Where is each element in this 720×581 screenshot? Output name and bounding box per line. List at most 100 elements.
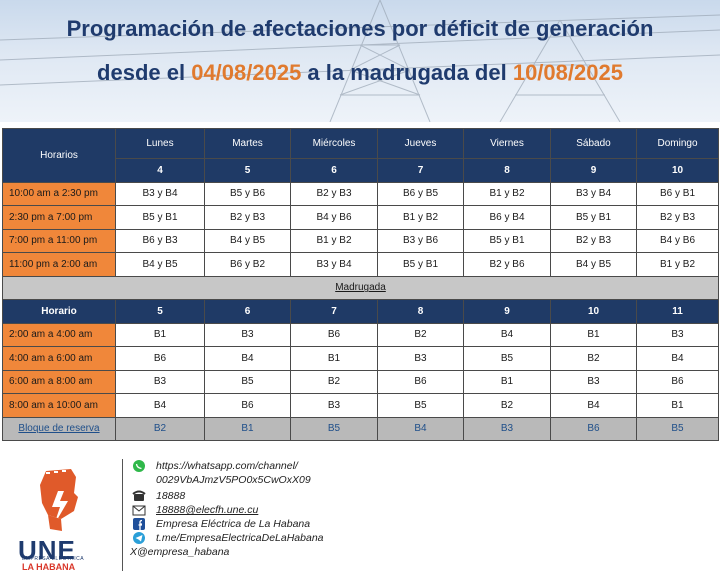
block-cell: B5 — [377, 393, 464, 418]
block-cell: B5 y B1 — [377, 252, 464, 277]
title-prefix: desde el — [97, 60, 192, 85]
day-number: 9 — [550, 158, 637, 183]
time-slot: 2:30 pm a 7:00 pm — [2, 205, 116, 230]
block-cell: B4 — [636, 346, 719, 371]
reserve-label[interactable]: Bloque de reserva — [2, 416, 116, 441]
block-cell: B2 y B3 — [204, 205, 291, 230]
night-day-number: 9 — [463, 299, 551, 324]
whatsapp-url-2[interactable]: 0029VbAJmzV5PO0x5CwOxX09 — [156, 474, 311, 486]
night-day-number: 5 — [115, 299, 205, 324]
facebook-name[interactable]: Empresa Eléctrica de La Habana — [156, 518, 311, 530]
block-cell: B4 y B5 — [550, 252, 637, 277]
time-slot: 6:00 am a 8:00 am — [2, 369, 116, 394]
block-cell: B3 — [636, 322, 719, 347]
block-cell: B3 — [550, 369, 637, 394]
logo-une-text: UNE — [18, 535, 76, 565]
block-cell: B3 — [377, 346, 464, 371]
logo-city: LA HABANA — [22, 562, 76, 572]
block-cell: B6 — [204, 393, 291, 418]
reserve-cell: B5 — [636, 416, 719, 441]
facebook-icon — [133, 518, 145, 530]
block-cell: B4 — [115, 393, 205, 418]
day-header: Martes — [204, 128, 291, 159]
day-header: Jueves — [377, 128, 464, 159]
block-cell: B1 y B2 — [636, 252, 719, 277]
day-number: 8 — [463, 158, 551, 183]
day-header: Sábado — [550, 128, 637, 159]
block-cell: B2 y B6 — [463, 252, 551, 277]
footer-divider — [122, 459, 123, 571]
footer: UNE EMPRESA ELÉCTRICA LA HABANA https://… — [0, 455, 720, 581]
block-cell: B6 — [290, 322, 378, 347]
reserve-cell: B1 — [204, 416, 291, 441]
block-cell: B1 y B2 — [463, 181, 551, 206]
time-slot: 10:00 am a 2:30 pm — [2, 181, 116, 206]
telegram-icon — [133, 532, 145, 544]
block-cell: B4 — [204, 346, 291, 371]
table-row: 8:00 am a 10:00 am B4 B6 B3 B5 B2 B4 B1 — [2, 393, 719, 418]
day-number: 5 — [204, 158, 291, 183]
facebook-row[interactable]: Empresa Eléctrica de La Habana — [130, 517, 324, 531]
header-banner: Programación de afectaciones por déficit… — [0, 0, 720, 122]
table-row: 6:00 am a 8:00 am B3 B5 B2 B6 B1 B3 B6 — [2, 369, 719, 394]
night-day-number: 8 — [377, 299, 464, 324]
time-slot: 11:00 pm a 2:00 am — [2, 252, 116, 277]
reserve-cell: B4 — [377, 416, 464, 441]
x-row[interactable]: X@empresa_habana — [130, 545, 324, 559]
page-title-line1: Programación de afectaciones por déficit… — [66, 16, 654, 41]
email-row[interactable]: 18888@elecfh.une.cu — [130, 503, 324, 517]
day-number: 7 — [377, 158, 464, 183]
table-row: 4:00 am a 6:00 am B6 B4 B1 B3 B5 B2 B4 — [2, 346, 719, 371]
day-header: Viernes — [463, 128, 551, 159]
reserve-cell: B6 — [550, 416, 637, 441]
day-number: 10 — [636, 158, 719, 183]
power-tower-illustration — [0, 0, 720, 122]
block-cell: B3 — [204, 322, 291, 347]
block-cell: B3 — [115, 369, 205, 394]
block-cell: B6 y B4 — [463, 205, 551, 230]
time-slot: 2:00 am a 4:00 am — [2, 322, 116, 347]
block-cell: B6 y B2 — [204, 252, 291, 277]
block-cell: B2 y B3 — [290, 181, 378, 206]
mail-icon — [132, 505, 146, 516]
block-cell: B3 y B4 — [290, 252, 378, 277]
block-cell: B1 — [550, 322, 637, 347]
x-handle[interactable]: X@empresa_habana — [130, 546, 230, 558]
phone-icon — [132, 490, 146, 501]
block-cell: B1 — [463, 369, 551, 394]
block-cell: B1 — [290, 346, 378, 371]
block-cell: B1 — [636, 393, 719, 418]
block-cell: B5 y B1 — [550, 205, 637, 230]
block-cell: B3 y B4 — [550, 181, 637, 206]
whatsapp-icon — [133, 460, 145, 472]
block-cell: B4 y B5 — [115, 252, 205, 277]
title-middle: a la madrugada del — [301, 60, 513, 85]
reserve-cell: B5 — [290, 416, 378, 441]
day-number: 6 — [290, 158, 378, 183]
block-cell: B4 y B5 — [204, 228, 291, 253]
block-cell: B6 — [115, 346, 205, 371]
block-cell: B4 y B6 — [636, 228, 719, 253]
whatsapp-url-1[interactable]: https://whatsapp.com/channel/ — [156, 460, 298, 472]
whatsapp-row[interactable]: https://whatsapp.com/channel/ 0029VbAJmz… — [130, 459, 324, 487]
page-title-line2: desde el 04/08/2025 a la madrugada del 1… — [0, 60, 720, 86]
time-slot: 4:00 am a 6:00 am — [2, 346, 116, 371]
telegram-row[interactable]: t.me/EmpresaElectricaDeLaHabana — [130, 531, 324, 545]
block-cell: B2 — [377, 322, 464, 347]
reserve-cell: B3 — [463, 416, 551, 441]
block-cell: B1 y B2 — [377, 205, 464, 230]
email-link[interactable]: 18888@elecfh.une.cu — [156, 504, 259, 516]
fist-lightning-logo — [40, 469, 78, 531]
date-end: 10/08/2025 — [512, 60, 623, 85]
logo-subtitle: EMPRESA ELÉCTRICA — [22, 556, 85, 562]
horario-header: Horario — [2, 299, 116, 324]
block-cell: B5 y B1 — [463, 228, 551, 253]
block-cell: B5 y B1 — [115, 205, 205, 230]
block-cell: B2 — [290, 369, 378, 394]
telegram-link[interactable]: t.me/EmpresaElectricaDeLaHabana — [156, 532, 324, 544]
block-cell: B6 y B1 — [636, 181, 719, 206]
horarios-header: Horarios — [2, 128, 116, 183]
contact-list: https://whatsapp.com/channel/ 0029VbAJmz… — [130, 459, 324, 559]
madrugada-label: Madrugada — [2, 275, 719, 300]
night-day-number: 11 — [636, 299, 719, 324]
